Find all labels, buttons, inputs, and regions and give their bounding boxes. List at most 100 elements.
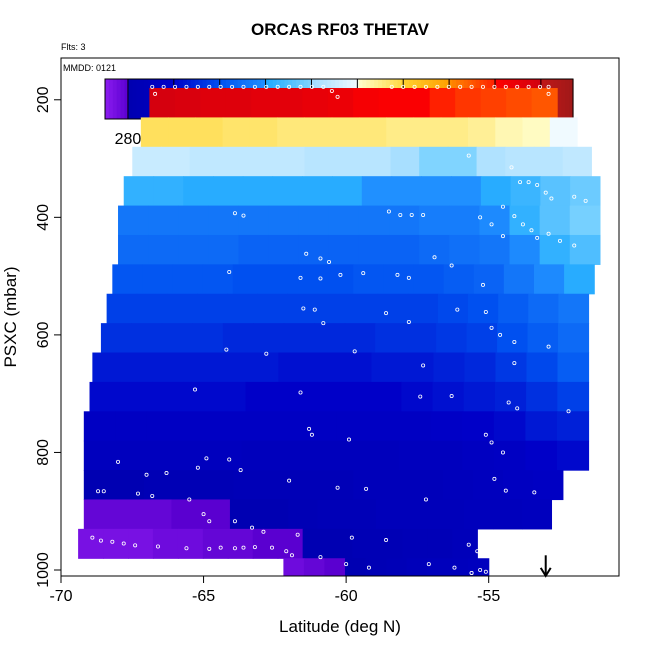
sample-point	[509, 559, 514, 564]
sample-point	[500, 450, 505, 455]
heatmap-cell	[419, 234, 450, 265]
heatmap-cell	[160, 146, 191, 177]
sample-point	[195, 465, 200, 470]
heatmap-cell	[447, 146, 478, 177]
sample-point	[384, 311, 389, 316]
sample-point	[492, 476, 497, 481]
heatmap-cell	[227, 293, 258, 324]
heatmap-cell	[419, 146, 449, 177]
heatmap-cell	[278, 352, 311, 383]
sample-point	[135, 491, 140, 496]
heatmap-cell	[353, 88, 380, 119]
sample-point	[207, 546, 212, 551]
heatmap-cell	[447, 558, 469, 577]
heatmap-cell	[177, 528, 204, 559]
heatmap-cell	[327, 88, 354, 119]
heatmap-cell	[340, 352, 373, 383]
sample-point	[406, 319, 411, 324]
heatmap-cell	[405, 323, 437, 354]
heatmap-cell	[298, 205, 330, 236]
flights-note: Flts: 3	[61, 42, 86, 52]
colorbar-swatch	[120, 79, 126, 119]
heatmap-cell	[149, 88, 176, 119]
heatmap-cell	[302, 528, 329, 559]
y-tick-label: 400	[35, 204, 52, 231]
heatmap-cell	[153, 176, 184, 207]
heatmap-cell	[391, 176, 422, 207]
heatmap-cell	[283, 323, 315, 354]
sample-point	[164, 471, 169, 476]
sample-point	[492, 84, 497, 89]
heatmap-cell	[89, 381, 122, 412]
heatmap-cell	[336, 440, 369, 471]
heatmap-cell	[309, 352, 342, 383]
heatmap-cell	[557, 352, 590, 383]
heatmap-cell	[172, 264, 204, 295]
heatmap-cell	[562, 146, 592, 177]
heatmap-cell	[386, 558, 408, 577]
heatmap-cell	[100, 323, 132, 354]
colorbar-tick-label: 280	[115, 131, 142, 148]
date-note: MMDD: 0121	[63, 63, 116, 73]
heatmap-cell	[389, 234, 420, 265]
sample-point	[532, 490, 537, 495]
heatmap-cell	[361, 176, 393, 207]
y-axis: 200 400 600 800 1000	[35, 86, 61, 588]
heatmap-cell	[273, 440, 306, 471]
sample-point	[498, 553, 503, 558]
heatmap-cell	[183, 381, 215, 412]
sample-point	[227, 457, 232, 462]
sample-point	[449, 394, 454, 399]
heatmap-cell	[113, 499, 143, 530]
heatmap-cell	[142, 499, 173, 530]
heatmap-cell	[123, 176, 155, 207]
heatmap-cell	[166, 293, 198, 324]
sample-point	[412, 84, 417, 89]
heatmap-cell	[302, 176, 333, 207]
heatmap-cell	[367, 411, 400, 442]
heatmap-cell	[358, 205, 390, 236]
heatmap-cell	[293, 470, 324, 501]
heatmap-cell	[283, 558, 305, 577]
heatmap-cell	[402, 528, 428, 559]
heatmap-cell	[263, 470, 294, 501]
heatmap-cell	[449, 205, 481, 236]
heatmap-cell	[432, 381, 465, 412]
sample-point	[549, 196, 554, 201]
heatmap-cell	[268, 234, 300, 265]
x-tick-label: -70	[49, 588, 72, 605]
heatmap-cell	[185, 352, 217, 383]
heatmap-cell	[245, 381, 278, 412]
sample-point	[144, 472, 149, 477]
sample-point	[309, 84, 314, 89]
heatmap-cell	[464, 352, 497, 383]
heatmap-cell	[468, 293, 499, 324]
heatmap-cell	[302, 88, 329, 119]
sample-point	[241, 213, 246, 218]
heatmap-cell	[509, 234, 541, 265]
heatmap-cell	[148, 205, 179, 236]
sample-point	[321, 321, 326, 326]
heatmap-cell	[178, 205, 209, 236]
sample-point	[512, 214, 517, 219]
sample-point	[512, 361, 517, 366]
sample-point	[298, 275, 303, 280]
colorbar-swatch	[561, 79, 566, 119]
y-tick-label: 600	[35, 321, 52, 348]
sample-point	[466, 542, 471, 547]
sample-point	[506, 400, 511, 405]
heatmap-cell	[140, 117, 169, 148]
heatmap-cell	[389, 205, 420, 236]
heatmap-cell	[275, 146, 306, 177]
heatmap-cell	[229, 499, 260, 530]
heatmap-cell	[143, 470, 175, 501]
heatmap-cell	[522, 499, 553, 530]
sample-point	[287, 84, 292, 89]
heatmap-cell	[383, 470, 414, 501]
heatmap-cell	[251, 88, 278, 119]
heatmap-cell	[430, 411, 463, 442]
sample-point	[418, 394, 423, 399]
heatmap-cell	[503, 264, 535, 295]
sample-point	[327, 260, 332, 265]
sample-point	[483, 569, 488, 574]
